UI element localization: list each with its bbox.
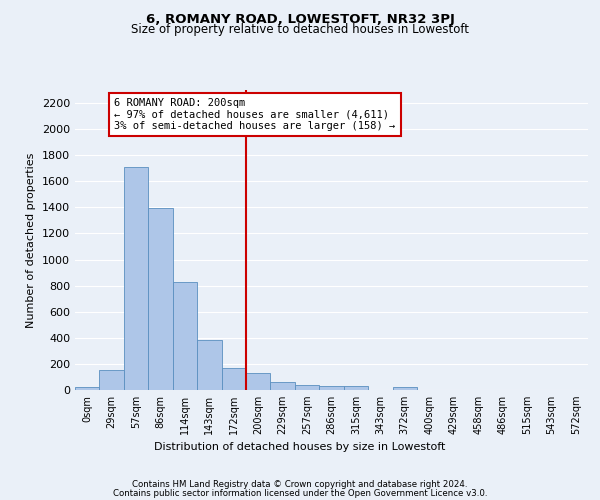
- Bar: [271, 382, 295, 390]
- Bar: [197, 340, 221, 390]
- Bar: [173, 282, 197, 390]
- Bar: [75, 388, 100, 390]
- Text: Contains public sector information licensed under the Open Government Licence v3: Contains public sector information licen…: [113, 489, 487, 498]
- Bar: [319, 386, 344, 390]
- Bar: [344, 386, 368, 390]
- Text: Size of property relative to detached houses in Lowestoft: Size of property relative to detached ho…: [131, 22, 469, 36]
- Bar: [295, 385, 319, 390]
- Bar: [100, 370, 124, 390]
- Bar: [392, 388, 417, 390]
- Text: Contains HM Land Registry data © Crown copyright and database right 2024.: Contains HM Land Registry data © Crown c…: [132, 480, 468, 489]
- Text: Distribution of detached houses by size in Lowestoft: Distribution of detached houses by size …: [154, 442, 446, 452]
- Text: 6 ROMANY ROAD: 200sqm
← 97% of detached houses are smaller (4,611)
3% of semi-de: 6 ROMANY ROAD: 200sqm ← 97% of detached …: [114, 98, 395, 131]
- Bar: [148, 208, 173, 390]
- Y-axis label: Number of detached properties: Number of detached properties: [26, 152, 37, 328]
- Text: 6, ROMANY ROAD, LOWESTOFT, NR32 3PJ: 6, ROMANY ROAD, LOWESTOFT, NR32 3PJ: [146, 12, 454, 26]
- Bar: [221, 368, 246, 390]
- Bar: [246, 373, 271, 390]
- Bar: [124, 167, 148, 390]
